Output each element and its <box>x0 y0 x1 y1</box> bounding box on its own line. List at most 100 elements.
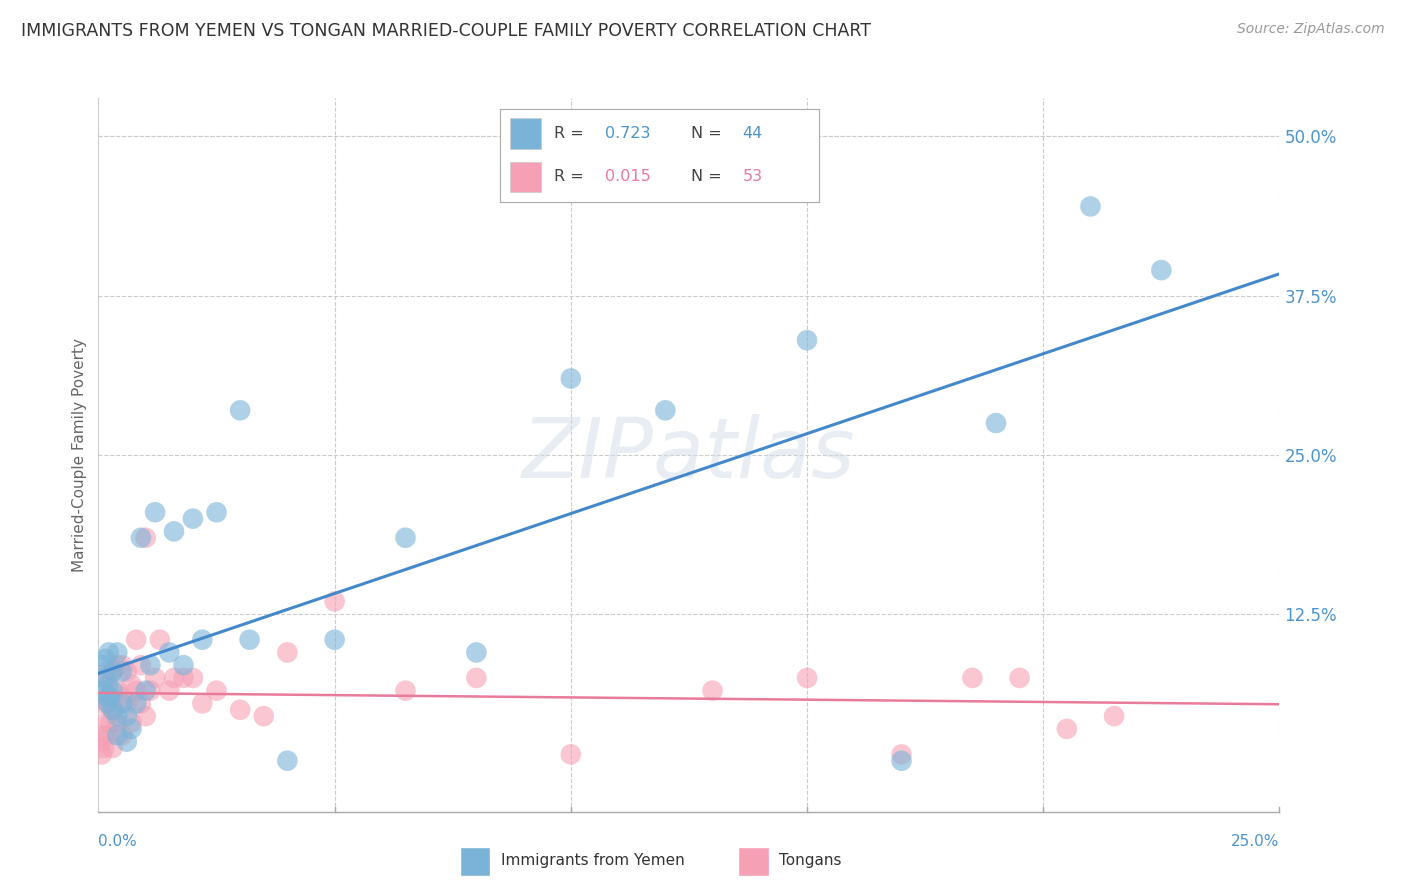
Point <box>890 747 912 762</box>
Point <box>97 728 120 742</box>
Point <box>90 734 112 748</box>
Point <box>105 683 128 698</box>
Point <box>135 683 157 698</box>
Point <box>143 671 166 685</box>
Point <box>465 645 488 659</box>
Point <box>276 754 298 768</box>
Text: ZIPatlas: ZIPatlas <box>522 415 856 495</box>
Point <box>181 511 204 525</box>
Point <box>111 658 134 673</box>
Point <box>97 665 120 679</box>
Point <box>984 416 1007 430</box>
Point <box>1150 263 1173 277</box>
Point <box>181 671 204 685</box>
Point <box>93 671 115 685</box>
Point <box>129 658 152 673</box>
Point <box>796 333 818 347</box>
Point <box>111 697 134 711</box>
Point <box>105 728 128 742</box>
Point <box>205 683 228 698</box>
Point <box>276 645 298 659</box>
Point <box>890 754 912 768</box>
Point <box>129 531 152 545</box>
FancyBboxPatch shape <box>460 847 491 876</box>
Point <box>121 715 143 730</box>
Point <box>115 665 138 679</box>
Point <box>101 665 124 679</box>
Point <box>111 728 134 742</box>
Point <box>465 671 488 685</box>
Text: 25.0%: 25.0% <box>1232 834 1279 849</box>
Point <box>135 709 157 723</box>
Point <box>105 658 128 673</box>
Point <box>962 671 984 685</box>
Point <box>394 683 416 698</box>
Point <box>157 683 180 698</box>
Point <box>111 665 134 679</box>
Point <box>121 677 143 691</box>
FancyBboxPatch shape <box>738 847 769 876</box>
Point <box>90 747 112 762</box>
Point <box>96 690 118 704</box>
Point <box>129 697 152 711</box>
Point <box>560 747 582 762</box>
Point <box>94 652 117 666</box>
Point <box>702 683 724 698</box>
Point <box>115 697 138 711</box>
Point <box>139 658 162 673</box>
Point <box>1102 709 1125 723</box>
Point <box>172 671 194 685</box>
Point <box>394 531 416 545</box>
Text: Immigrants from Yemen: Immigrants from Yemen <box>501 854 685 868</box>
Point <box>101 683 124 698</box>
Point <box>91 697 114 711</box>
Point <box>111 690 134 704</box>
Text: Source: ZipAtlas.com: Source: ZipAtlas.com <box>1237 22 1385 37</box>
Point <box>105 709 128 723</box>
Point <box>323 594 346 608</box>
Text: 0.0%: 0.0% <box>98 834 138 849</box>
Point <box>239 632 262 647</box>
Point <box>172 658 194 673</box>
Point <box>1008 671 1031 685</box>
Point <box>97 645 120 659</box>
Point <box>91 658 114 673</box>
Point <box>98 690 121 704</box>
Point <box>121 722 143 736</box>
Point <box>1056 722 1078 736</box>
Point <box>91 683 114 698</box>
Point <box>149 632 172 647</box>
Point <box>105 645 128 659</box>
Point <box>163 524 186 539</box>
Point <box>97 697 120 711</box>
Point <box>93 741 115 756</box>
Text: Tongans: Tongans <box>779 854 841 868</box>
Point <box>135 531 157 545</box>
Point <box>191 697 214 711</box>
Point <box>115 734 138 748</box>
Point <box>125 697 148 711</box>
Point <box>97 677 120 691</box>
Point <box>191 632 214 647</box>
Point <box>229 703 252 717</box>
Point <box>323 632 346 647</box>
Point <box>205 505 228 519</box>
Point <box>101 703 124 717</box>
Point <box>560 371 582 385</box>
Point <box>101 741 124 756</box>
Point <box>125 683 148 698</box>
Point <box>253 709 276 723</box>
Point <box>94 671 117 685</box>
Point <box>94 715 117 730</box>
Text: IMMIGRANTS FROM YEMEN VS TONGAN MARRIED-COUPLE FAMILY POVERTY CORRELATION CHART: IMMIGRANTS FROM YEMEN VS TONGAN MARRIED-… <box>21 22 872 40</box>
Point <box>98 715 121 730</box>
Point <box>125 632 148 647</box>
Point <box>101 703 124 717</box>
Point <box>105 715 128 730</box>
Point <box>91 728 114 742</box>
Point <box>1080 199 1102 213</box>
Point <box>163 671 186 685</box>
Point <box>115 709 138 723</box>
Point <box>139 683 162 698</box>
Point <box>157 645 180 659</box>
